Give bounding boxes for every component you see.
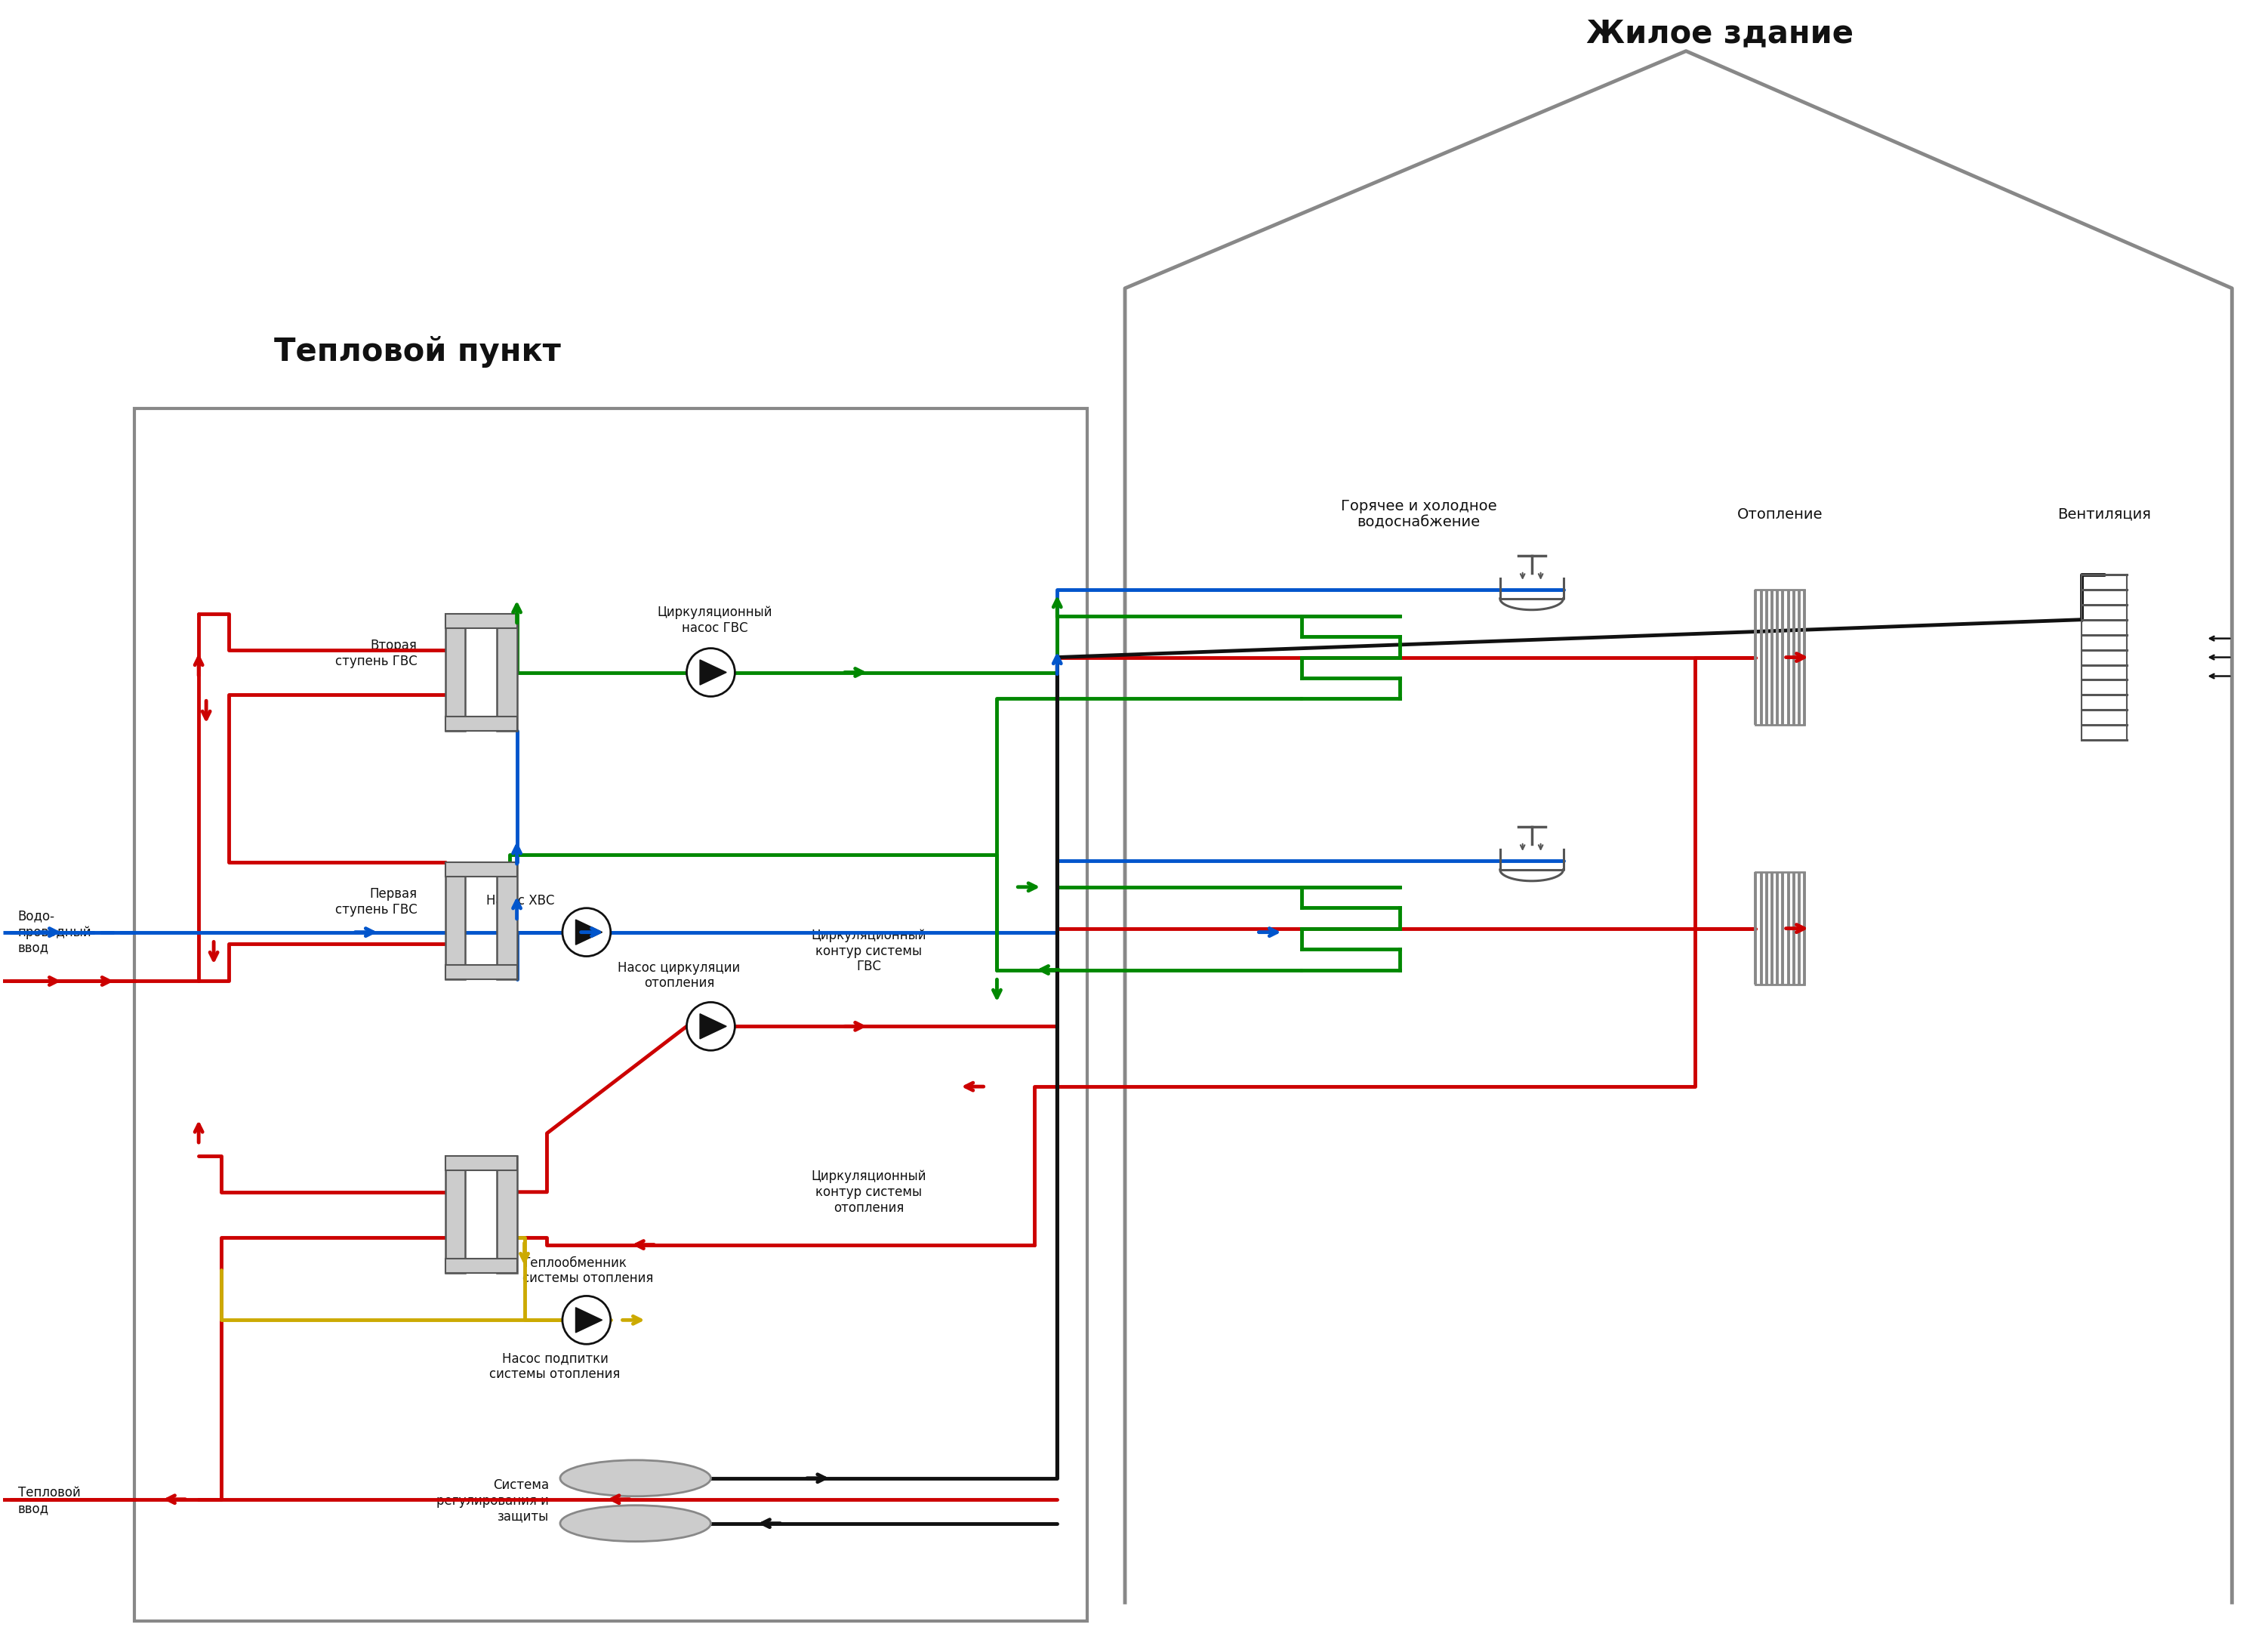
Text: Насос подпитки
системы отопления: Насос подпитки системы отопления xyxy=(489,1351,621,1381)
Text: Отопление: Отопление xyxy=(1737,507,1823,522)
Bar xyxy=(446,717,516,730)
Bar xyxy=(446,1156,464,1274)
Text: Тепловой пункт: Тепловой пункт xyxy=(274,335,559,367)
Text: Первая
ступень ГВС: Первая ступень ГВС xyxy=(335,887,417,917)
Bar xyxy=(496,615,516,730)
Text: Циркуляционный
насос ГВС: Циркуляционный насос ГВС xyxy=(657,605,772,634)
Text: Циркуляционный
контур системы
отопления: Циркуляционный контур системы отопления xyxy=(811,1170,926,1214)
Circle shape xyxy=(686,1003,734,1051)
Bar xyxy=(446,615,464,730)
Text: Система
регулирования и
защиты: Система регулирования и защиты xyxy=(437,1479,548,1523)
Text: Вентиляция: Вентиляция xyxy=(2057,507,2152,522)
Bar xyxy=(446,1259,516,1274)
Polygon shape xyxy=(575,1307,602,1333)
Text: Насос ХВС: Насос ХВС xyxy=(487,894,555,907)
Bar xyxy=(446,965,516,980)
Text: Жилое здание: Жилое здание xyxy=(1586,18,1853,50)
Text: Водо-
проводный
ввод: Водо- проводный ввод xyxy=(18,910,91,955)
Bar xyxy=(496,1156,516,1274)
Polygon shape xyxy=(700,1014,727,1039)
Circle shape xyxy=(562,909,612,957)
Text: Циркуляционный
контур системы
ГВС: Циркуляционный контур системы ГВС xyxy=(811,928,926,973)
Bar xyxy=(134,408,1087,1621)
Bar xyxy=(446,615,516,628)
Text: Насос циркуляции
отопления: Насос циркуляции отопления xyxy=(618,961,741,990)
Text: Теплообменник
системы отопления: Теплообменник системы отопления xyxy=(523,1256,652,1285)
Circle shape xyxy=(686,648,734,697)
Bar xyxy=(446,862,516,877)
Bar xyxy=(496,862,516,980)
Text: Горячее и холодное
водоснабжение: Горячее и холодное водоснабжение xyxy=(1341,499,1497,530)
Ellipse shape xyxy=(559,1460,711,1497)
Circle shape xyxy=(562,1295,612,1345)
Text: Тепловой
ввод: Тепловой ввод xyxy=(18,1487,82,1515)
Polygon shape xyxy=(700,659,727,686)
Bar xyxy=(446,862,464,980)
Ellipse shape xyxy=(559,1505,711,1541)
Bar xyxy=(446,1156,516,1170)
Polygon shape xyxy=(575,920,602,945)
Text: Вторая
ступень ГВС: Вторая ступень ГВС xyxy=(335,639,417,667)
